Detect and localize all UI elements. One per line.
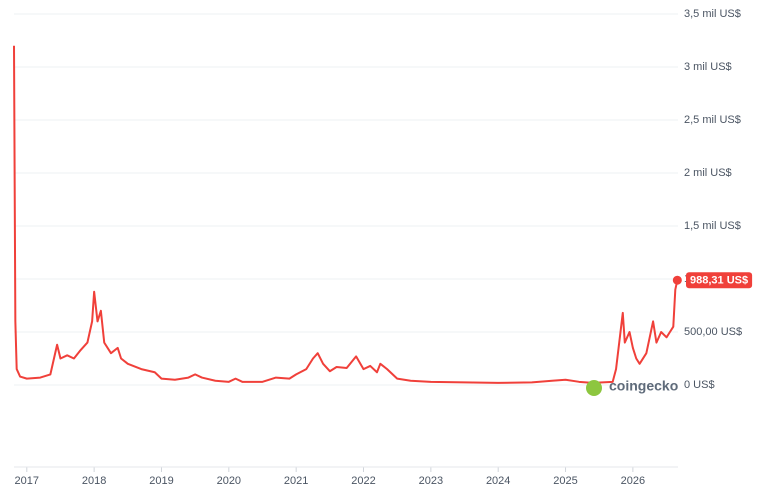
x-tick-label: 2025: [553, 475, 577, 487]
x-tick-label: 2019: [149, 475, 173, 487]
watermark: coingecko: [586, 378, 678, 396]
last-price-label: 988,31 US$: [690, 275, 748, 287]
x-tick-label: 2024: [486, 475, 510, 487]
y-tick-label: 3 mil US$: [684, 61, 732, 73]
x-tick-label: 2021: [284, 475, 308, 487]
x-tick-label: 2022: [351, 475, 375, 487]
x-tick-label: 2026: [621, 475, 645, 487]
last-price-box: [686, 272, 753, 289]
y-tick-label: 1,5 mil US$: [684, 220, 741, 232]
watermark-logo: [586, 380, 602, 396]
x-tick-label: 2018: [82, 475, 106, 487]
price-line: [13, 45, 679, 384]
y-tick-label: 500,00 US$: [684, 326, 742, 338]
y-tick-label: 3,5 mil US$: [684, 8, 741, 20]
x-tick-label: 2023: [419, 475, 443, 487]
last-price-dot: [672, 275, 682, 285]
y-tick-label: 2,5 mil US$: [684, 114, 741, 126]
x-tick-label: 2017: [15, 475, 39, 487]
watermark-text: coingecko: [609, 378, 678, 394]
y-tick-label: 2 mil US$: [684, 167, 732, 179]
y-tick-label: 0 US$: [684, 379, 715, 391]
x-tick-label: 2020: [217, 475, 241, 487]
